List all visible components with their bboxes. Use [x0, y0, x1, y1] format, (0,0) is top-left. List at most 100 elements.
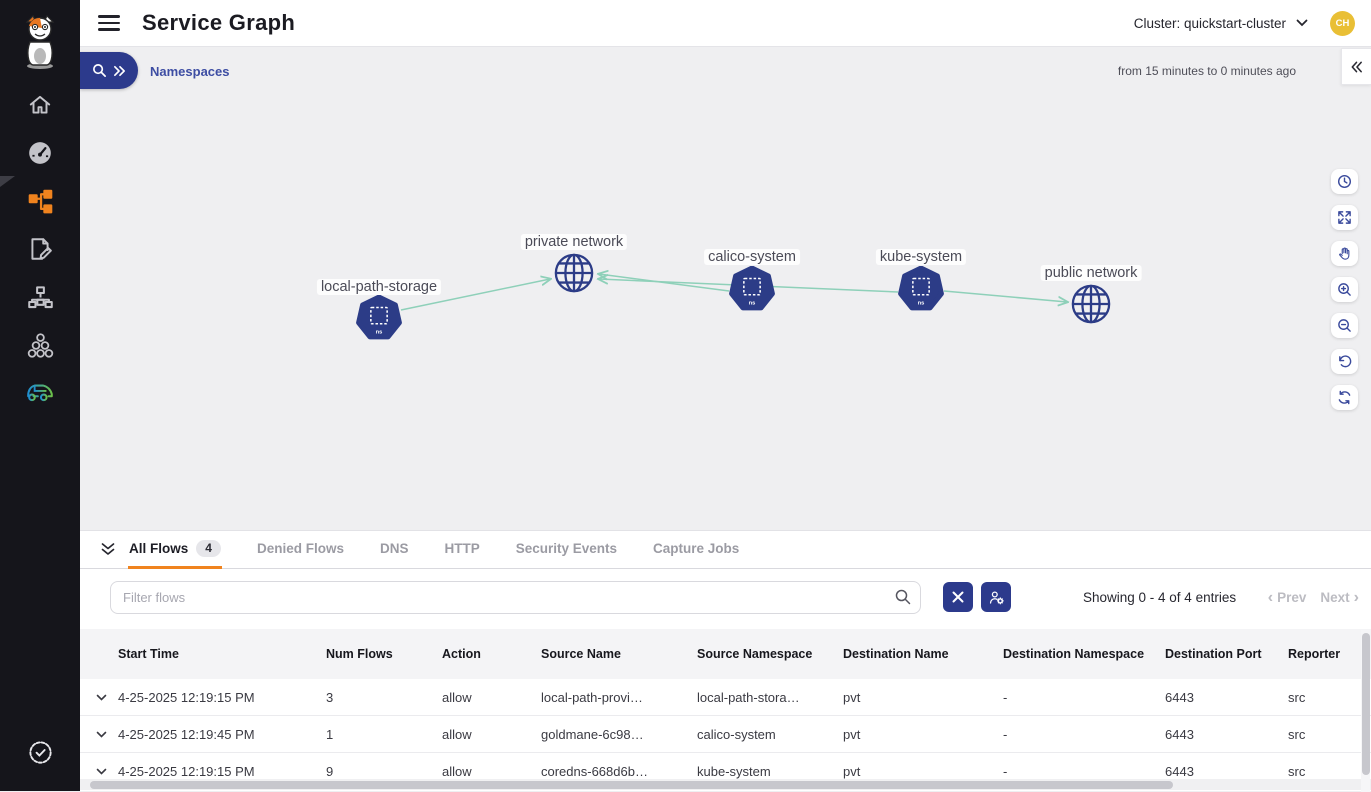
service-graph-canvas[interactable]: local-path-storage ns private network ca… — [80, 95, 1371, 530]
vertical-scrollbar[interactable] — [1361, 630, 1370, 792]
graph-node-calico-system[interactable]: ns — [729, 265, 775, 317]
chevron-left-icon: ‹ — [1267, 588, 1274, 606]
chevron-down-icon — [96, 694, 107, 701]
namespace-icon: ns — [898, 265, 944, 311]
car-icon — [27, 384, 53, 402]
app-header: Service Graph Cluster: quickstart-cluste… — [80, 0, 1371, 47]
horizontal-scrollbar-thumb[interactable] — [90, 780, 1173, 789]
tab-label: DNS — [379, 540, 409, 556]
zoom-out-button[interactable] — [1331, 313, 1358, 338]
graph-node-label[interactable]: private network — [520, 234, 628, 250]
col-header: Source Namespace — [697, 646, 813, 661]
service-graph-icon — [28, 189, 52, 213]
reset-view-button[interactable] — [1331, 349, 1358, 374]
row-expander-chevron[interactable] — [96, 768, 118, 775]
hamburger-menu-icon[interactable] — [98, 11, 120, 35]
col-header: Num Flows — [326, 646, 393, 661]
svg-text:ns: ns — [749, 300, 756, 306]
breadcrumb[interactable]: Namespaces — [150, 63, 230, 79]
refresh-button[interactable] — [1331, 385, 1358, 410]
showing-entries-label: Showing 0 - 4 of 4 entries — [1083, 590, 1237, 605]
sidebar-item-service-graph[interactable] — [0, 179, 80, 223]
clear-filter-button[interactable] — [943, 582, 973, 612]
chevron-down-icon — [96, 731, 107, 738]
prev-page-button[interactable]: ‹ Prev — [1267, 588, 1307, 606]
tab-label: All Flows — [129, 540, 189, 556]
graph-node-label[interactable]: local-path-storage — [316, 279, 442, 295]
tab-label: Security Events — [515, 540, 618, 556]
tab-label: Capture Jobs — [653, 540, 740, 556]
calico-logo[interactable] — [0, 12, 80, 72]
clock-icon — [1337, 174, 1352, 189]
tab-all-flows[interactable]: All Flows 4 — [128, 531, 222, 569]
tab-http[interactable]: HTTP — [443, 531, 480, 569]
col-header: Start Time — [118, 646, 179, 661]
globe-icon — [1071, 284, 1111, 324]
pan-button[interactable] — [1331, 241, 1358, 266]
filter-row: Showing 0 - 4 of 4 entries ‹Prev Next› — [80, 581, 1371, 615]
tab-label: Denied Flows — [256, 540, 344, 556]
home-icon — [29, 95, 51, 114]
flows-table-header: Start Time Num Flows Action Source Name … — [80, 629, 1371, 679]
graph-node-label[interactable]: calico-system — [704, 249, 800, 265]
search-icon — [93, 64, 106, 77]
sitemap-icon — [27, 285, 53, 308]
user-gear-icon — [989, 591, 1004, 604]
expand-right-panel-button[interactable] — [1341, 48, 1371, 85]
avatar[interactable]: CH — [1330, 10, 1355, 36]
all-flows-count-badge: 4 — [196, 539, 221, 557]
sidebar-item-certificate[interactable] — [0, 730, 80, 774]
tab-label: HTTP — [444, 540, 480, 556]
vertical-scrollbar-thumb[interactable] — [1361, 633, 1370, 775]
table-row[interactable]: 4-25-2025 12:19:15 PM 3 allow local-path… — [80, 679, 1371, 716]
next-page-button[interactable]: Next › — [1320, 588, 1359, 606]
graph-node-label[interactable]: kube-system — [875, 249, 967, 265]
double-chevron-down-icon — [101, 543, 115, 555]
tab-dns[interactable]: DNS — [379, 531, 410, 569]
row-expander-chevron[interactable] — [96, 694, 118, 701]
tab-denied-flows[interactable]: Denied Flows — [256, 531, 345, 569]
sidebar-item-home[interactable] — [0, 83, 80, 127]
user-settings-button[interactable] — [981, 582, 1011, 612]
graph-node-label[interactable]: public network — [1040, 265, 1142, 281]
tab-capture-jobs[interactable]: Capture Jobs — [652, 531, 740, 569]
sidebar-item-policies[interactable] — [0, 227, 80, 271]
filter-flows-input[interactable] — [110, 581, 921, 614]
close-icon — [952, 591, 964, 603]
graph-node-local-path-storage[interactable]: ns — [356, 294, 402, 346]
horizontal-scrollbar[interactable] — [80, 779, 1371, 790]
cluster-selector[interactable]: Cluster: quickstart-cluster — [1134, 16, 1308, 31]
certificate-check-icon — [28, 740, 52, 764]
graph-node-public-network[interactable] — [1070, 283, 1112, 330]
collapse-panel-button[interactable] — [96, 542, 120, 557]
chevron-down-icon — [1296, 19, 1308, 27]
sidebar-item-dashboard[interactable] — [0, 131, 80, 175]
gauge-icon — [29, 142, 51, 164]
graph-edges — [400, 95, 1371, 311]
row-expander-chevron[interactable] — [96, 731, 118, 738]
search-icon[interactable] — [894, 588, 912, 606]
globe-icon — [554, 253, 594, 293]
svg-text:ns: ns — [376, 329, 383, 335]
flows-tabbar: All Flows 4 Denied Flows DNS HTTP Securi… — [80, 531, 1371, 569]
graph-node-kube-system[interactable]: ns — [898, 265, 944, 317]
cluster-label: Cluster: quickstart-cluster — [1133, 15, 1286, 31]
sidebar-item-clusters[interactable] — [0, 323, 80, 367]
active-nav-notch — [0, 176, 15, 187]
double-chevron-left-icon — [1351, 61, 1362, 72]
pan-hand-icon — [1339, 247, 1350, 260]
fullscreen-button[interactable] — [1331, 205, 1358, 230]
svg-text:ns: ns — [918, 300, 925, 306]
chevron-right-icon: › — [1353, 588, 1359, 606]
time-settings-button[interactable] — [1331, 169, 1358, 194]
sidebar-item-network[interactable] — [0, 275, 80, 319]
tab-security-events[interactable]: Security Events — [515, 531, 618, 569]
sidebar-item-workload[interactable] — [0, 370, 80, 414]
table-row[interactable]: 4-25-2025 12:19:45 PM 1 allow goldmane-6… — [80, 716, 1371, 753]
graph-search-button[interactable] — [80, 52, 138, 89]
policy-edit-icon — [31, 238, 52, 260]
zoom-in-button[interactable] — [1331, 277, 1358, 302]
namespace-icon: ns — [356, 294, 402, 340]
graph-node-private-network[interactable] — [553, 252, 595, 299]
sidebar — [0, 0, 80, 791]
